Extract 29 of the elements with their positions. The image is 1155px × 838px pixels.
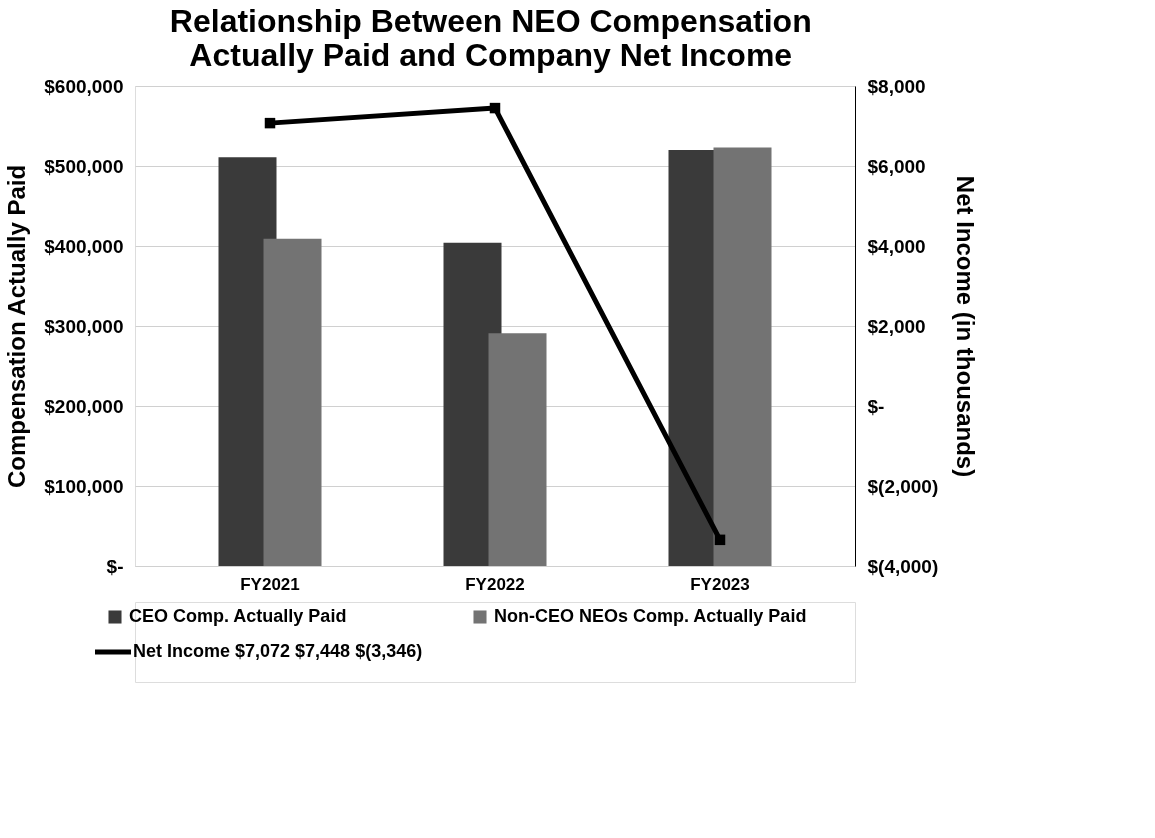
y2-tick-label: $8,000 [867,75,926,97]
y2-tick-label: $(4,000) [867,555,939,577]
y2-tick-label: $(2,000) [867,475,939,497]
point [714,534,726,546]
bar [488,333,547,566]
x-tick-label: FY2021 [240,574,300,594]
y-axis-title: Compensation Actually Paid [3,164,31,489]
y2-tick-label: $- [867,395,885,417]
point [264,117,276,129]
y-tick-label: $400,000 [44,235,124,257]
y2-tick-label: $2,000 [867,315,926,337]
x-tick-label: FY2022 [465,574,525,594]
point [489,102,501,114]
y-tick-label: $300,000 [44,315,124,337]
chart-title: Relationship Between NEO Compensation Actually Paid and Company Net Income [169,2,812,73]
y-tick-label: $600,000 [44,75,124,97]
legend-label: Non-CEO NEOs Comp. Actually Paid [494,606,807,626]
x-tick-label: FY2023 [690,574,750,594]
bar [713,147,772,566]
legend-label: CEO Comp. Actually Paid [129,606,347,626]
y-tick-label: $200,000 [44,395,124,417]
y2-axis-title: Net Income (in thousands) [952,175,980,478]
y-tick-label: $500,000 [44,155,124,177]
text: Net Income $7,072 $7,448 $(3,346) [133,641,423,661]
y2-tick-label: $6,000 [867,155,926,177]
y-tick-label: $- [106,555,124,577]
bar [263,238,322,566]
y2-tick-label: $4,000 [867,235,926,257]
y-tick-label: $100,000 [44,475,124,497]
